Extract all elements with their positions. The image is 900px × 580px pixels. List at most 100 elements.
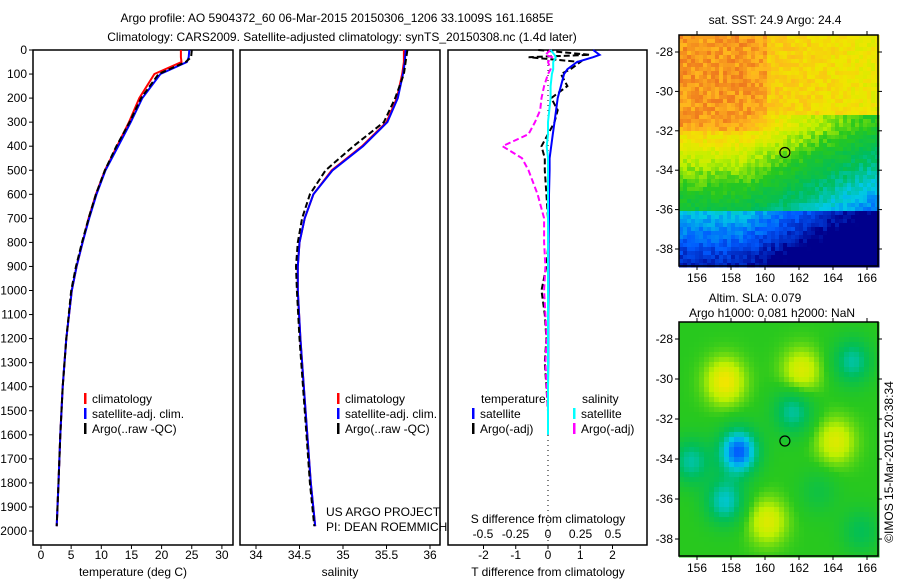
map-cell xyxy=(844,327,850,333)
map-cell xyxy=(754,477,760,483)
map-cell xyxy=(699,191,704,196)
map-cell xyxy=(707,255,712,260)
map-cell xyxy=(714,487,720,493)
map-cell xyxy=(751,171,756,176)
map-cell xyxy=(794,377,800,383)
map-cell xyxy=(871,207,876,212)
map-cell xyxy=(679,507,685,513)
map-cell xyxy=(694,512,700,518)
map-cell xyxy=(734,367,740,373)
map-cell xyxy=(687,171,692,176)
map-cell xyxy=(839,43,844,48)
map-cell xyxy=(683,127,688,132)
map-cell xyxy=(789,457,795,463)
map-cell xyxy=(691,243,696,248)
map-cell xyxy=(867,135,872,140)
map-cell xyxy=(763,183,768,188)
map-cell xyxy=(827,67,832,72)
map-cell xyxy=(735,187,740,192)
map-cell xyxy=(719,477,725,483)
map-cell xyxy=(723,35,728,40)
map-cell xyxy=(694,497,700,503)
map-cell xyxy=(804,547,810,553)
map-cell xyxy=(843,223,848,228)
map-cell xyxy=(743,239,748,244)
map-cell xyxy=(779,211,784,216)
map-cell xyxy=(763,67,768,72)
map-cell xyxy=(715,43,720,48)
map-cell xyxy=(815,183,820,188)
map-cell xyxy=(774,432,780,438)
map-cell xyxy=(749,512,755,518)
map-cell xyxy=(839,462,845,468)
map-cell xyxy=(835,55,840,60)
temperature-x-tick-label: 5 xyxy=(68,548,75,562)
map-cell xyxy=(687,59,692,64)
map-cell xyxy=(863,191,868,196)
map-cell xyxy=(843,139,848,144)
map-cell xyxy=(815,151,820,156)
map-cell xyxy=(729,382,735,388)
map-cell xyxy=(729,372,735,378)
map-cell xyxy=(729,502,735,508)
map-cell xyxy=(851,163,856,168)
map-cell xyxy=(774,392,780,398)
map-cell xyxy=(815,195,820,200)
map-cell xyxy=(863,223,868,228)
map-cell xyxy=(703,47,708,52)
map-cell xyxy=(831,127,836,132)
map-cell xyxy=(723,167,728,172)
map-cell xyxy=(779,522,785,528)
map-cell xyxy=(769,342,775,348)
map-cell xyxy=(689,352,695,358)
map-cell xyxy=(859,43,864,48)
map-cell xyxy=(869,517,875,523)
map-cell xyxy=(799,422,805,428)
map-cell xyxy=(849,397,855,403)
map-cell xyxy=(731,151,736,156)
map-cell xyxy=(859,507,865,513)
map-cell xyxy=(724,477,730,483)
map-cell xyxy=(799,115,804,120)
map-cell xyxy=(747,111,752,116)
map-cell xyxy=(709,537,715,543)
map-cell xyxy=(759,332,765,338)
map-cell xyxy=(783,111,788,116)
map-cell xyxy=(704,367,710,373)
map-cell xyxy=(707,95,712,100)
map-cell xyxy=(814,392,820,398)
map-cell xyxy=(779,219,784,224)
map-cell xyxy=(829,422,835,428)
map-cell xyxy=(769,422,775,428)
map-cell xyxy=(751,51,756,56)
map-cell xyxy=(711,199,716,204)
map-cell xyxy=(695,119,700,124)
map-cell xyxy=(823,223,828,228)
map-cell xyxy=(771,171,776,176)
map-cell xyxy=(727,143,732,148)
map-cell xyxy=(854,327,860,333)
map-cell xyxy=(831,207,836,212)
map-cell xyxy=(709,482,715,488)
map-cell xyxy=(774,532,780,538)
map-cell xyxy=(691,239,696,244)
map-cell xyxy=(704,507,710,513)
map-cell xyxy=(855,207,860,212)
map-cell xyxy=(789,552,795,558)
map-cell xyxy=(803,115,808,120)
map-cell xyxy=(803,91,808,96)
map-cell xyxy=(734,462,740,468)
map-cell xyxy=(871,215,876,220)
map-cell xyxy=(843,115,848,120)
map-cell xyxy=(814,387,820,393)
map-cell xyxy=(739,79,744,84)
map-cell xyxy=(851,79,856,84)
map-cell xyxy=(804,457,810,463)
map-cell xyxy=(687,87,692,92)
depth-tick-label: 1600 xyxy=(0,428,27,442)
map-cell xyxy=(831,87,836,92)
map-cell xyxy=(767,151,772,156)
map-cell xyxy=(729,402,735,408)
map-cell xyxy=(864,402,870,408)
map-cell xyxy=(715,71,720,76)
